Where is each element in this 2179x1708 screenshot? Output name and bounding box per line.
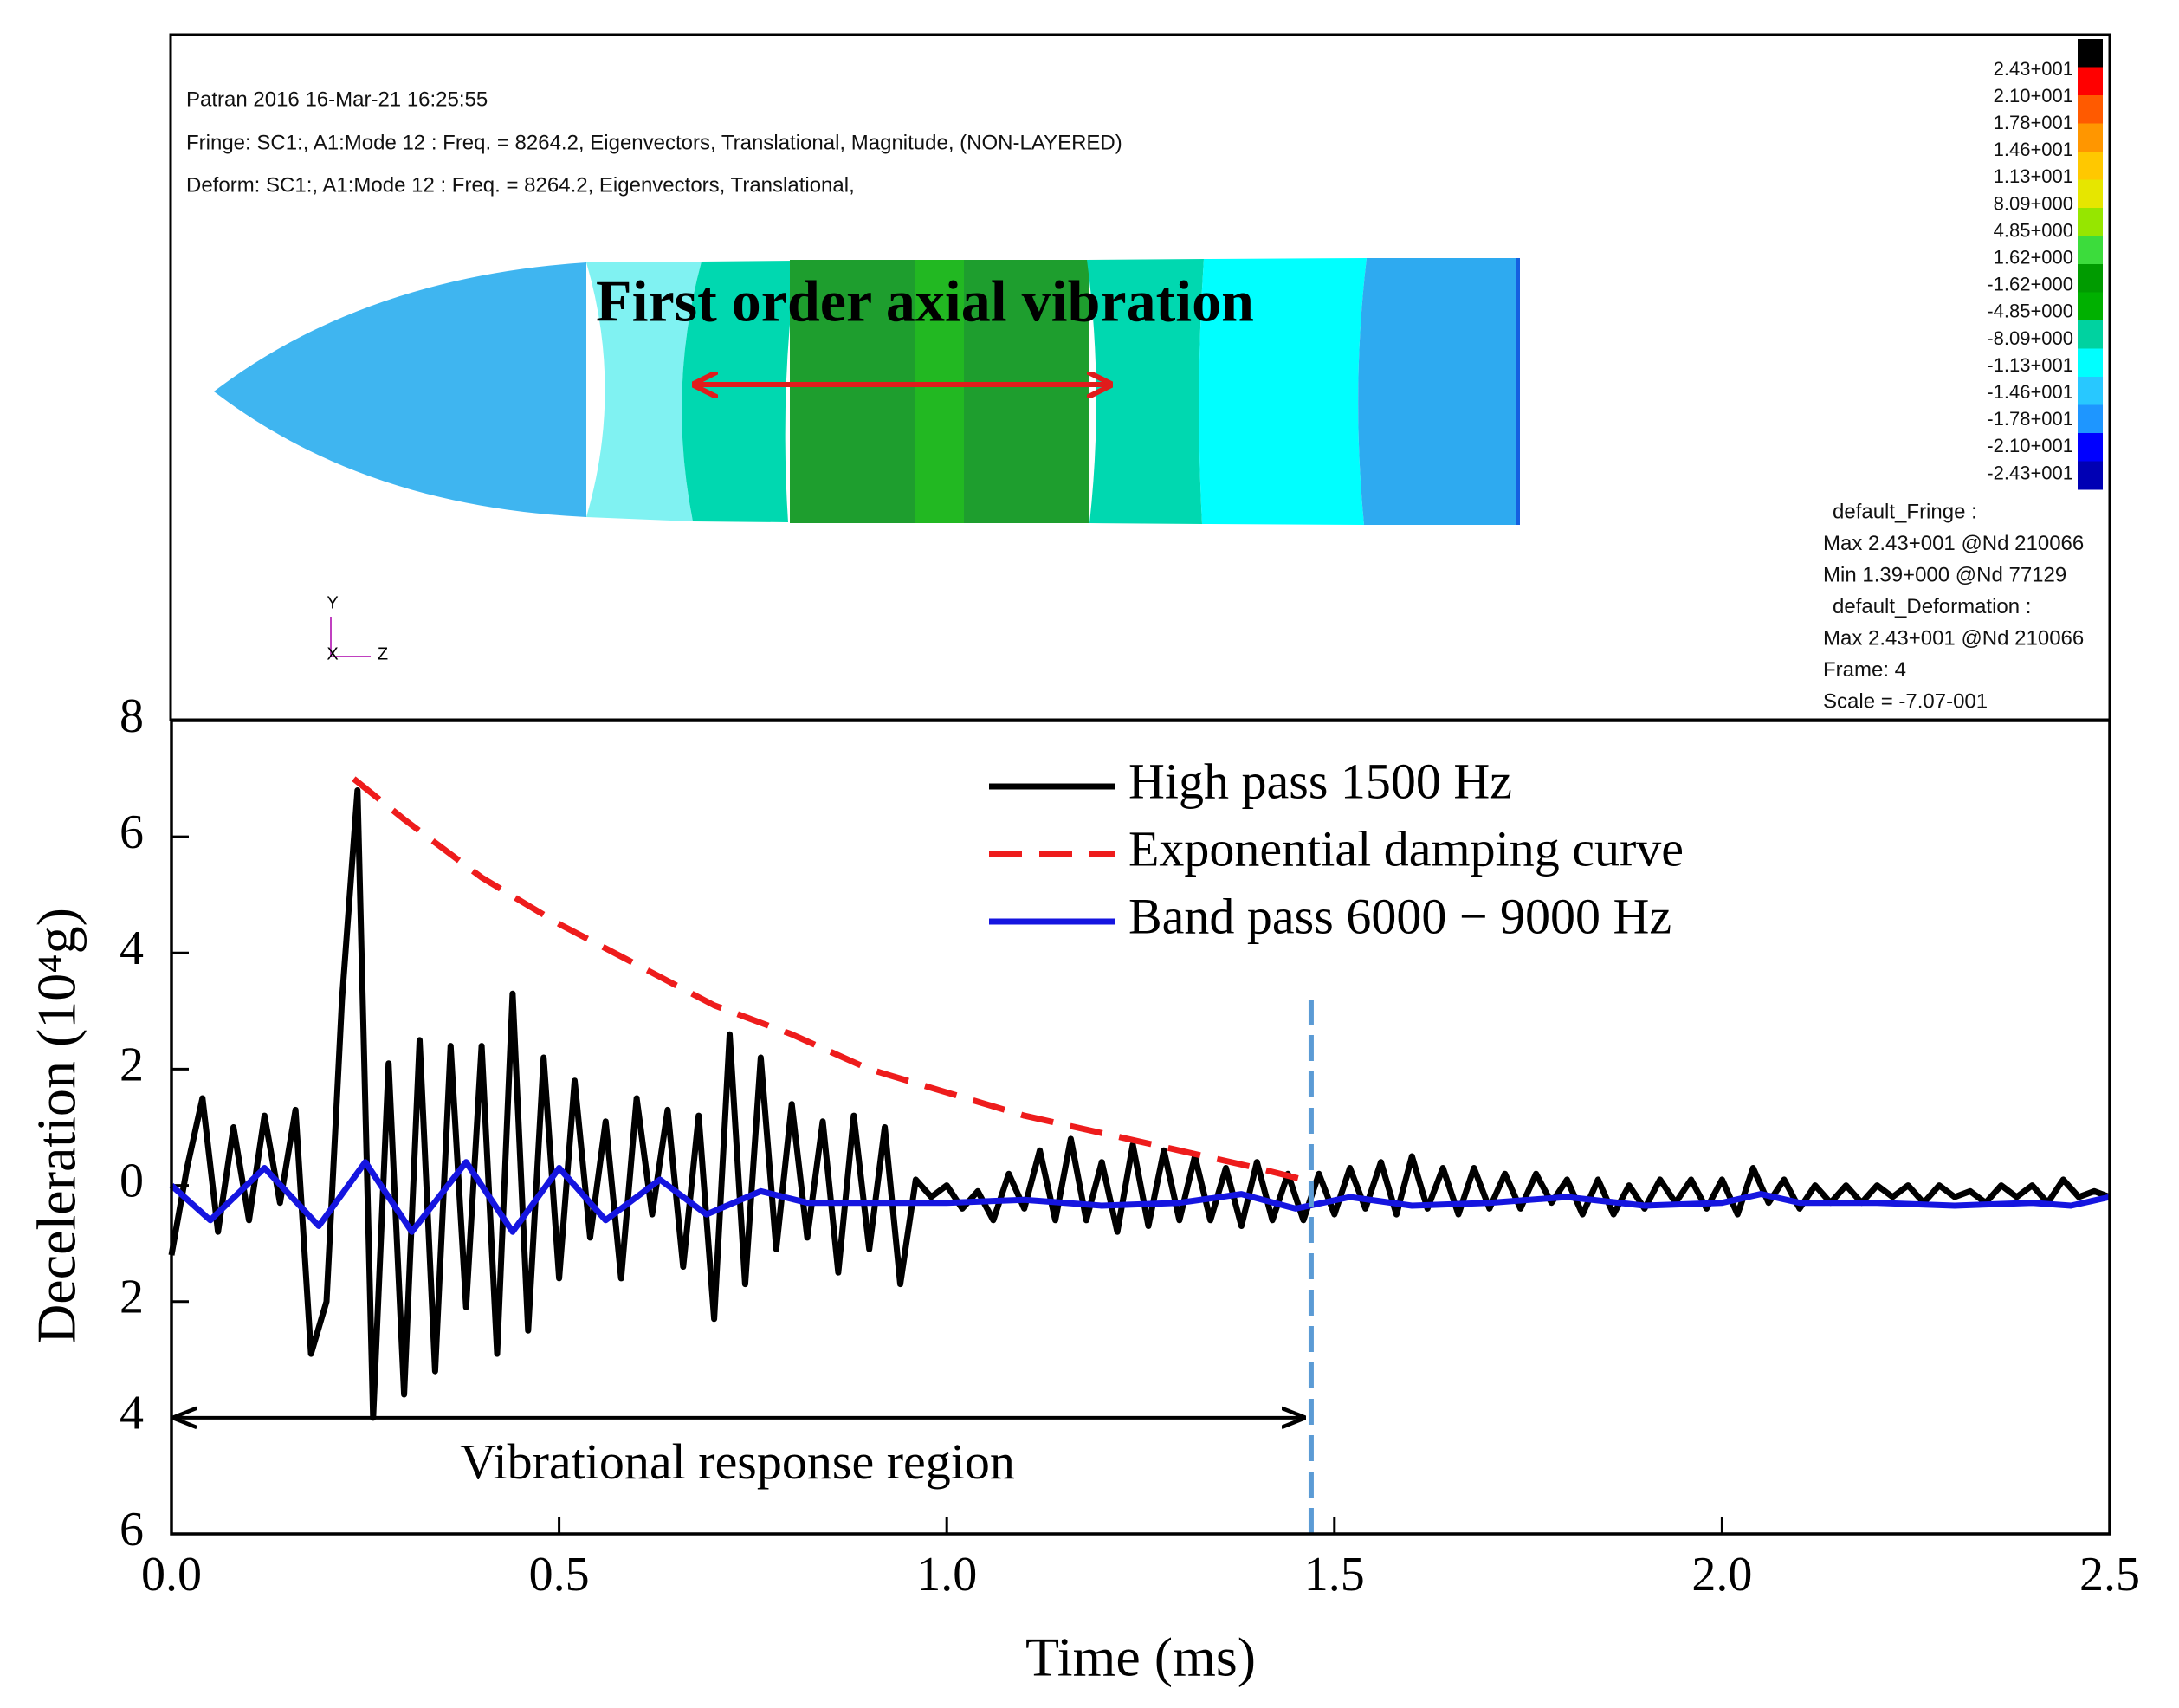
y-tick-label: 8	[120, 689, 144, 743]
colorbar-swatch	[2078, 208, 2103, 236]
header-line: Patran 2016 16-Mar-21 16:25:55	[186, 87, 488, 111]
legend-label: Band pass 6000 − 9000 Hz	[1128, 888, 1671, 944]
colorbar-swatch	[2078, 292, 2103, 321]
y-tick-label: 2	[120, 1271, 144, 1324]
legend-label: Exponential damping curve	[1128, 820, 1684, 877]
x-tick-label: 0.0	[141, 1548, 202, 1601]
colorbar-label: 2.10+001	[1994, 85, 2073, 107]
colorbar: 2.43+001 2.10+001 1.78+001 1.46+001 1.13+001…	[1987, 39, 2103, 490]
info-line: Min 1.39+000 @Nd 77129	[1823, 563, 2066, 586]
triad-label: Y	[327, 593, 338, 612]
colorbar-label: -2.43+001	[1987, 462, 2073, 483]
colorbar-label: -8.09+000	[1987, 327, 2073, 349]
colorbar-swatch	[2078, 377, 2103, 405]
colorbar-label: 1.78+001	[1994, 112, 2073, 133]
fe-panel: Patran 2016 16-Mar-21 16:25:55 Fringe: S…	[169, 33, 2111, 721]
fringe-info: default_Fringe : Max 2.43+001 @Nd 210066 M…	[1823, 500, 2084, 713]
y-tick-label: 2	[120, 1038, 144, 1091]
colorbar-swatch	[2078, 152, 2103, 180]
colorbar-swatch	[2078, 264, 2103, 293]
info-line: default_Deformation :	[1833, 595, 2031, 618]
x-axis-label: Time (ms)	[1025, 1627, 1256, 1688]
header-line: Fringe: SC1:, A1:Mode 12 : Freq. = 8264.…	[186, 131, 1122, 154]
x-tick-label: 2.0	[1691, 1548, 1752, 1601]
x-tick-label: 2.5	[2079, 1548, 2140, 1601]
colorbar-label: 1.13+001	[1994, 165, 2073, 187]
plot-frame	[170, 719, 2111, 1536]
triad-label: Z	[378, 644, 388, 663]
chart: Time (ms) Deceleration (10⁴g) 864202460.…	[26, 689, 2140, 1688]
band	[1087, 259, 1204, 524]
colorbar-label: 1.62+000	[1994, 247, 2073, 268]
colorbar-label: 2.43+001	[1994, 58, 2073, 80]
y-tick-label: 0	[120, 1154, 144, 1207]
x-tick-label: 1.0	[916, 1548, 977, 1601]
info-line: default_Fringe :	[1833, 500, 1977, 523]
series-line	[168, 787, 2111, 1421]
y-tick-label: 4	[120, 922, 144, 975]
region-label: Vibrational response region	[460, 1433, 1015, 1490]
band	[586, 262, 702, 521]
band	[1358, 258, 1518, 525]
colorbar-swatch	[2078, 348, 2103, 378]
info-line: Frame: 4	[1823, 658, 1906, 682]
colorbar-swatch	[2078, 236, 2103, 265]
colorbar-label: 1.46+001	[1994, 139, 2073, 160]
colorbar-label: -2.10+001	[1987, 435, 2073, 456]
series-line	[169, 1159, 2111, 1235]
band	[1199, 258, 1367, 525]
colorbar-label: -1.13+001	[1987, 354, 2073, 376]
legend-label: High pass 1500 Hz	[1128, 753, 1512, 809]
y-tick-label: 4	[120, 1387, 144, 1440]
x-tick-label: 0.5	[529, 1548, 590, 1601]
colorbar-swatch	[2078, 179, 2103, 209]
colorbar-swatch	[2078, 95, 2103, 124]
triad-label: X	[327, 644, 338, 663]
colorbar-swatch	[2078, 39, 2103, 68]
colorbar-label: -1.46+001	[1987, 381, 2073, 403]
colorbar-label: 4.85+000	[1994, 219, 2073, 241]
colorbar-swatch	[2078, 123, 2103, 152]
colorbar-label: -4.85+000	[1987, 301, 2073, 322]
colorbar-label: -1.78+001	[1987, 408, 2073, 430]
info-line: Max 2.43+001 @Nd 210066	[1823, 626, 2084, 650]
y-tick-label: 6	[120, 1503, 144, 1556]
info-line: Max 2.43+001 @Nd 210066	[1823, 532, 2084, 555]
colorbar-label: 8.09+000	[1994, 192, 2073, 214]
header-line: Deform: SC1:, A1:Mode 12 : Freq. = 8264.…	[186, 173, 855, 197]
info-line: Scale = -7.07-001	[1823, 689, 1988, 713]
y-tick-label: 6	[120, 805, 144, 859]
colorbar-swatch	[2078, 404, 2103, 434]
y-axis-label: Deceleration (10⁴g)	[26, 908, 87, 1344]
colorbar-label: -1.62+000	[1987, 274, 2073, 295]
series-line	[352, 776, 1304, 1183]
mode-title: First order axial vibration	[596, 268, 1254, 334]
colorbar-swatch	[2078, 67, 2103, 96]
x-tick-label: 1.5	[1304, 1548, 1365, 1601]
triad: Y X Z	[327, 593, 388, 663]
colorbar-swatch	[2078, 433, 2103, 462]
nose-band	[214, 262, 586, 517]
colorbar-swatch	[2078, 461, 2103, 490]
colorbar-swatch	[2078, 320, 2103, 349]
